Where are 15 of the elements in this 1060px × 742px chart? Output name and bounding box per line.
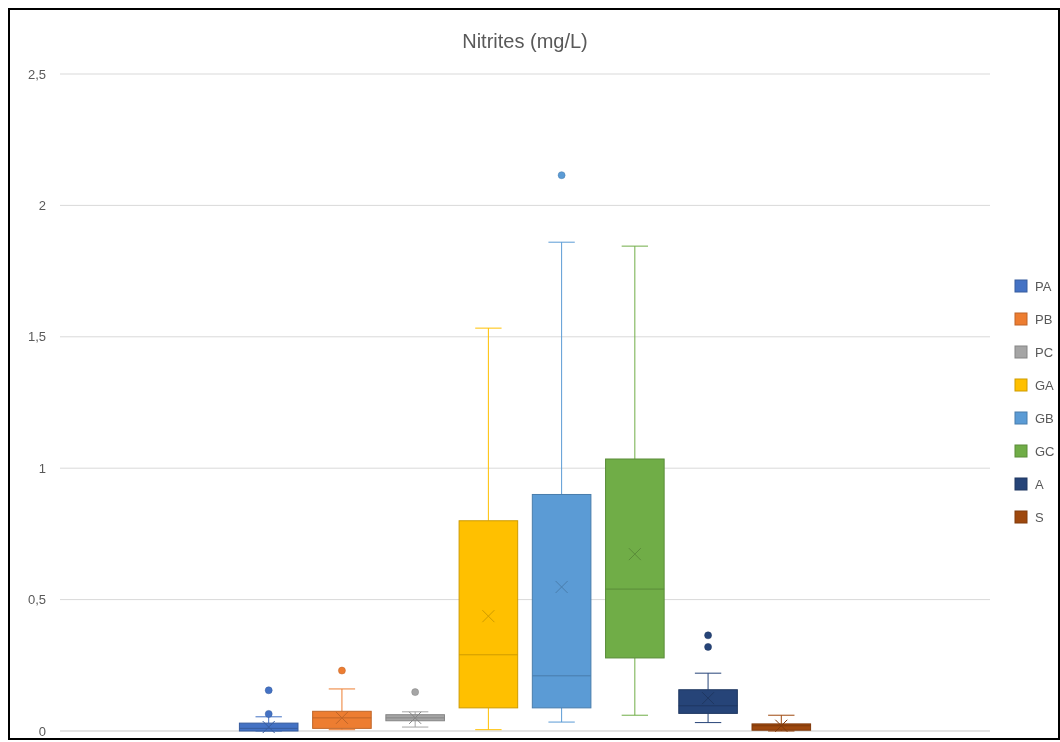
legend-label: GA	[1035, 377, 1055, 393]
legend-label: PC	[1035, 344, 1054, 360]
legend-label: S	[1035, 509, 1044, 525]
legend-label: A	[1035, 476, 1044, 492]
legend-label: PB	[1035, 311, 1053, 327]
legend-label: PA	[1035, 278, 1052, 294]
y-tick-label: 1,5	[27, 329, 46, 345]
y-tick-label: 0,5	[27, 592, 46, 608]
y-tick-label: 0	[38, 723, 46, 739]
y-tick-label: 1	[38, 460, 46, 476]
y-tick-label: 2,5	[27, 66, 46, 82]
chart-title: Nitrites (mg/L)	[462, 30, 588, 52]
y-tick-label: 2	[38, 197, 46, 213]
legend-label: GB	[1035, 410, 1054, 426]
legend-label: GC	[1035, 443, 1055, 459]
